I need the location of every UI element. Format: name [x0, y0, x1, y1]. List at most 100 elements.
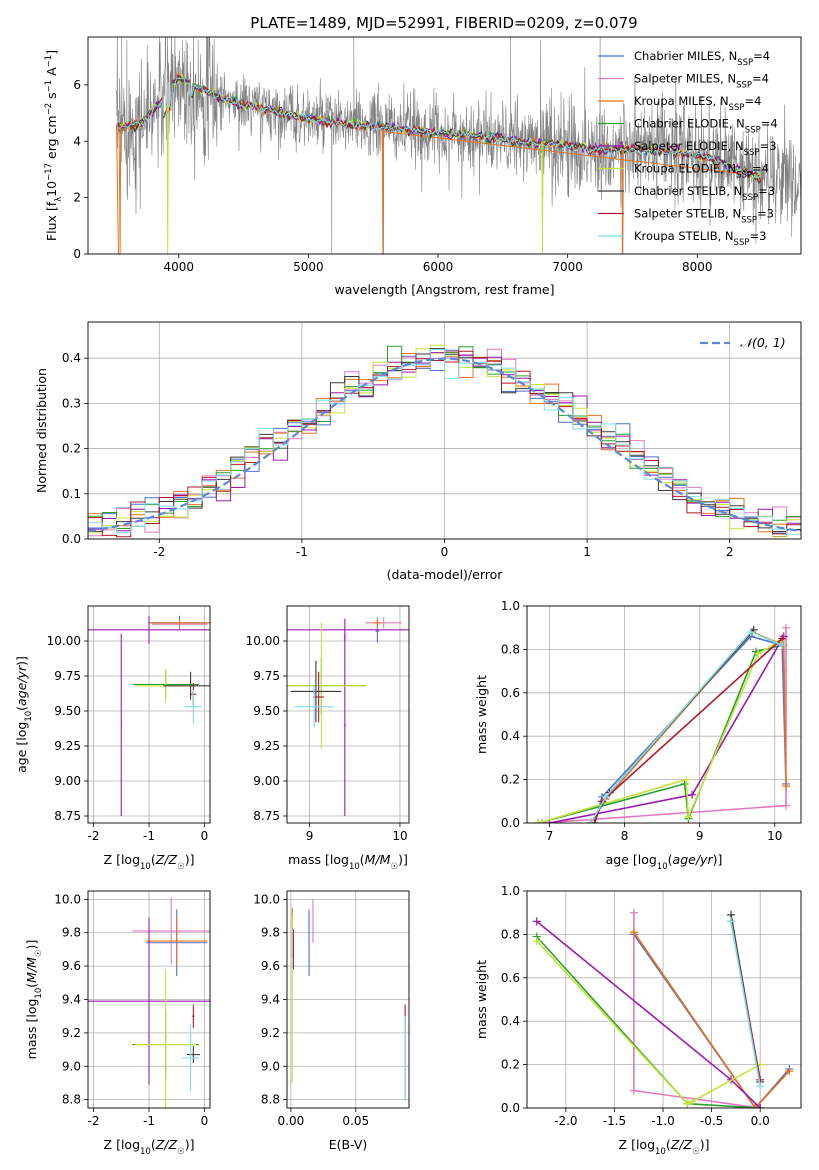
label-part: 10	[24, 711, 34, 722]
y-tick-label: 9.8	[261, 926, 280, 940]
mass-weight-marker	[586, 819, 595, 823]
axes-frame	[87, 605, 211, 824]
x-tick-label: 0.00	[278, 1114, 305, 1128]
label-part: age [log	[14, 722, 29, 773]
label-part: =4	[752, 162, 769, 176]
y-tick-label: 10.0	[253, 892, 280, 906]
mass-weight-marker	[746, 628, 755, 637]
mass-weight-marker	[680, 779, 689, 788]
label-part: −1	[44, 55, 54, 68]
mass-weight-line-kroupa-miles	[633, 931, 790, 1108]
label-part: )]	[24, 940, 39, 950]
label-part: 10	[34, 988, 44, 999]
label-part: 10	[44, 181, 59, 197]
y-tick-label: 9.0	[62, 1059, 81, 1073]
y-tick-label: 9.00	[54, 774, 81, 788]
x-tick-label: 6000	[423, 260, 454, 274]
model-artifact	[381, 129, 384, 254]
x-axis-label: Z [log10(Z/Z☉)]	[104, 1137, 195, 1157]
mass-weight-marker	[629, 928, 638, 937]
label-part: Z/Z	[155, 1137, 178, 1152]
axes-frame	[526, 890, 802, 1109]
label-part: SSP	[745, 126, 761, 136]
label-part: ☉	[692, 1147, 700, 1157]
legend-entry: 𝒩(0, 1)	[740, 335, 786, 350]
y-axis-label: mass weight	[474, 675, 489, 754]
plot-area	[88, 897, 210, 1108]
x-tick-label: 9	[306, 829, 314, 843]
mass-weight-marker	[756, 1082, 765, 1091]
x-tick-label: 10	[392, 829, 407, 843]
x-tick-label: 4000	[163, 260, 194, 274]
label-part: mass [log	[24, 999, 39, 1060]
plot-area	[291, 899, 406, 1100]
mass-weight-marker	[590, 819, 599, 823]
y-tick-label: 8.75	[253, 809, 280, 823]
label-part: −1	[44, 80, 54, 93]
label-part: ]	[44, 50, 59, 55]
mass-weight-line-salpeter-miles	[541, 627, 787, 823]
label-part: Chabrier MILES, N	[634, 49, 737, 63]
legend-entry: Kroupa ELODIE, NSSP=4	[634, 162, 769, 181]
label-part: (	[360, 852, 365, 867]
axes-frame	[87, 36, 802, 255]
y-tick-label: 0.4	[501, 729, 520, 743]
legend-entry: Salpeter STELIB, NSSP=3	[634, 207, 774, 226]
y-tick-label: 9.6	[261, 959, 280, 973]
observed-spectrum	[116, 37, 801, 254]
y-tick-label: 0.8	[501, 927, 520, 941]
y-tick-label: 2	[73, 191, 81, 205]
label-part: (	[668, 852, 673, 867]
x-axis-label: wavelength [Angstrom, rest frame]	[334, 282, 554, 297]
x-tick-label: 8	[621, 829, 629, 843]
label-part: 10	[140, 862, 151, 872]
label-part: Chabrier ELODIE, N	[634, 117, 745, 131]
axes-frame	[526, 605, 802, 824]
mass-weight-line-kroupa-elodie	[536, 940, 761, 1105]
y-tick-label: 10.00	[47, 634, 81, 648]
residual-hist-kroupa-stelib	[88, 349, 801, 535]
mass-weight-marker	[682, 775, 691, 784]
y-tick-label: 9.75	[54, 669, 81, 683]
x-axis-label: age [log10(age/yr)]	[606, 852, 723, 872]
label-part: =4	[752, 72, 769, 86]
label-part: M/M	[365, 852, 391, 867]
label-part: A	[44, 67, 59, 80]
x-axis-label: E(B-V)	[329, 1137, 368, 1152]
x-tick-label: -0.5	[700, 1114, 723, 1128]
x-tick-label: -1.0	[651, 1114, 674, 1128]
plot-area	[534, 623, 790, 823]
label-part: Salpeter MILES, N	[634, 72, 736, 86]
y-tick-label: 1.0	[501, 884, 520, 898]
x-tick-label: -1	[143, 829, 155, 843]
mass-weight-marker	[727, 917, 736, 926]
y-tick-label: 8.8	[261, 1093, 280, 1107]
x-tick-label: -1	[296, 545, 308, 559]
mass-weight-marker	[781, 623, 790, 632]
y-tick-label: 0.6	[501, 686, 520, 700]
label-part: ☉	[177, 1147, 185, 1157]
mass-vs-metallicity-panel: -2 -1 08.89.09.29.49.69.810.0Z [log10(Z/Z☉…	[24, 890, 211, 1157]
y-tick-label: 9.4	[62, 993, 81, 1007]
label-part: SSP	[734, 238, 750, 248]
y-tick-label: 0	[73, 247, 81, 261]
label-part: Z [log	[104, 852, 140, 867]
label-part: SSP	[737, 58, 753, 68]
label-part: age [log	[606, 852, 657, 867]
y-tick-label: 0.0	[501, 1101, 520, 1115]
mass-weight-marker	[785, 1067, 794, 1076]
y-tick-label: 9.25	[253, 739, 280, 753]
y-tick-label: 9.2	[261, 1026, 280, 1040]
legend-entry: Chabrier MILES, NSSP=4	[634, 49, 770, 68]
label-part: )]	[398, 852, 408, 867]
mass-weight-marker	[538, 819, 547, 823]
label-part: (	[14, 706, 29, 711]
label-part: )]	[14, 656, 29, 666]
x-axis-label: (data-model)/error	[387, 567, 504, 582]
y-tick-label: 9.0	[261, 1059, 280, 1073]
y-tick-label: 9.75	[253, 669, 280, 683]
label-part: Z [log	[104, 1137, 140, 1152]
label-part: =4	[753, 49, 770, 63]
mass-weight-line-salpeter-elodie	[536, 920, 761, 1108]
